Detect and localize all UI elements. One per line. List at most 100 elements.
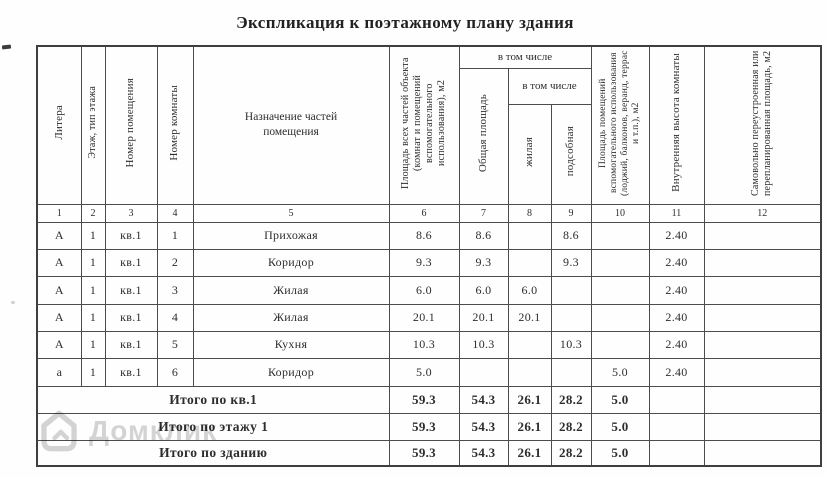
cell-premise: кв.1	[104, 248, 158, 277]
cell-utility: 28.2	[550, 385, 592, 414]
cell-utility	[550, 303, 592, 332]
column-number-row: 1 2 3 4 5 6 7 8 9 10 11 12	[36, 203, 822, 223]
explication-table: Литера Этаж, тип этажа Номер помещения Н…	[36, 45, 822, 467]
cell-total-all: 59.3	[388, 385, 460, 414]
cell-room: 6	[156, 357, 194, 387]
cell-floor: 1	[80, 330, 106, 359]
cell-premise: кв.1	[104, 303, 158, 332]
cell-litera: А	[36, 275, 82, 305]
cell-utility	[550, 357, 592, 387]
header-including-2: в том числе	[507, 67, 592, 105]
col-number: 12	[703, 203, 822, 223]
header-total-all-parts: Площадь всех частей объекта (комнат и по…	[388, 45, 460, 205]
cell-room: 2	[156, 248, 194, 277]
cell-total-all: 59.3	[388, 439, 460, 467]
cell-total-all: 10.3	[388, 330, 460, 359]
cell-aux: 5.0	[590, 357, 650, 387]
cell-utility: 28.2	[550, 412, 592, 441]
cell-total-area: 6.0	[458, 275, 509, 305]
cell-aux: 5.0	[590, 439, 650, 467]
cell-aux: 5.0	[590, 412, 650, 441]
cell-utility: 8.6	[550, 221, 592, 250]
col-number: 4	[156, 203, 194, 223]
cell-total-area: 54.3	[458, 439, 509, 467]
cell-utility: 28.2	[550, 439, 592, 467]
cell-unauthorized	[703, 221, 822, 250]
cell-utility: 9.3	[550, 248, 592, 277]
cell-unauthorized	[703, 357, 822, 387]
cell-unauthorized	[703, 330, 822, 359]
cell-living	[507, 248, 552, 277]
scan-artifact	[11, 301, 15, 304]
cell-aux	[590, 303, 650, 332]
cell-height	[648, 385, 705, 414]
table-row: а 1 кв.1 6 Коридор 5.0 5.0 2.40	[36, 357, 822, 387]
cell-height	[648, 412, 705, 441]
cell-purpose: Кухня	[192, 330, 390, 359]
header-total-area: Общая площадь	[458, 67, 509, 205]
cell-total-all: 59.3	[388, 412, 460, 441]
cell-floor: 1	[80, 357, 106, 387]
cell-height: 2.40	[648, 303, 705, 332]
cell-total-all: 9.3	[388, 248, 460, 277]
cell-living: 6.0	[507, 275, 552, 305]
header-utility: подсобная	[550, 103, 592, 205]
cell-living: 26.1	[507, 412, 552, 441]
cell-room: 3	[156, 275, 194, 305]
col-number: 11	[648, 203, 705, 223]
header-including-1: в том числе	[458, 45, 592, 69]
cell-purpose: Коридор	[192, 248, 390, 277]
col-number: 3	[104, 203, 158, 223]
cell-total-area: 10.3	[458, 330, 509, 359]
header-living: жилая	[507, 103, 552, 205]
header-litera: Литера	[36, 45, 82, 205]
cell-height	[648, 439, 705, 467]
col-number: 7	[458, 203, 509, 223]
cell-total-area	[458, 357, 509, 387]
cell-unauthorized	[703, 275, 822, 305]
cell-floor: 1	[80, 248, 106, 277]
cell-living	[507, 357, 552, 387]
cell-litera: А	[36, 303, 82, 332]
cell-total-area: 8.6	[458, 221, 509, 250]
table-row: А 1 кв.1 2 Коридор 9.3 9.3 9.3 2.40	[36, 248, 822, 277]
header-unauthorized: Самовольно переустроенная или перепланир…	[703, 45, 822, 205]
cell-purpose: Жилая	[192, 303, 390, 332]
cell-unauthorized	[703, 439, 822, 467]
totals-row: Итого по этажу 1 59.3 54.3 26.1 28.2 5.0	[36, 412, 822, 441]
cell-purpose: Жилая	[192, 275, 390, 305]
cell-aux	[590, 221, 650, 250]
cell-aux	[590, 248, 650, 277]
header-premise-number: Номер помещения	[104, 45, 158, 205]
header-purpose: Назначение частей помещения	[192, 45, 390, 205]
header-inner-height: Внутренняя высота комнаты	[648, 45, 705, 205]
cell-aux	[590, 330, 650, 359]
cell-unauthorized	[703, 248, 822, 277]
cell-premise: кв.1	[104, 275, 158, 305]
cell-total-area: 20.1	[458, 303, 509, 332]
cell-aux: 5.0	[590, 385, 650, 414]
col-number: 10	[590, 203, 650, 223]
cell-floor: 1	[80, 303, 106, 332]
header-floor: Этаж, тип этажа	[80, 45, 106, 205]
cell-total-all: 6.0	[388, 275, 460, 305]
cell-litera: А	[36, 221, 82, 250]
header-aux-area: Площадь помещений вспомогательного испол…	[590, 45, 650, 205]
col-number: 5	[192, 203, 390, 223]
cell-unauthorized	[703, 303, 822, 332]
cell-height: 2.40	[648, 330, 705, 359]
cell-height: 2.40	[648, 357, 705, 387]
table-row: А 1 кв.1 1 Прихожая 8.6 8.6 8.6 2.40	[36, 221, 822, 250]
cell-living: 26.1	[507, 439, 552, 467]
cell-height: 2.40	[648, 248, 705, 277]
cell-room: 5	[156, 330, 194, 359]
cell-aux	[590, 275, 650, 305]
cell-living	[507, 330, 552, 359]
cell-height: 2.40	[648, 221, 705, 250]
cell-height: 2.40	[648, 275, 705, 305]
cell-litera: А	[36, 248, 82, 277]
table-row: А 1 кв.1 3 Жилая 6.0 6.0 6.0 2.40	[36, 275, 822, 305]
cell-premise: кв.1	[104, 330, 158, 359]
table-row: А 1 кв.1 4 Жилая 20.1 20.1 20.1 2.40	[36, 303, 822, 332]
